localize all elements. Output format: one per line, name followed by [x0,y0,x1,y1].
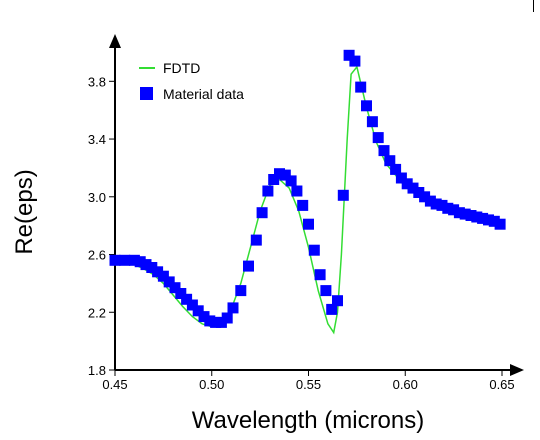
material-data-point [308,244,320,256]
material-data-point [320,285,332,297]
material-data-point [243,260,254,272]
plot-area [109,49,506,335]
material-data-point [366,116,378,128]
x-tick-label: 0.45 [102,377,127,392]
material-data-point [413,187,425,198]
material-data-point [128,254,140,266]
x-axis-title: Wavelength (microns) [192,407,425,434]
legend-fdtd-label: FDTD [163,60,200,76]
material-data-point [361,100,372,112]
series-fdtd-line [115,65,503,335]
y-tick-label: 2.2 [88,305,106,320]
material-data-point [343,49,355,61]
material-data-point [285,175,297,187]
material-data-point [140,259,152,271]
material-data-point [355,81,367,93]
material-data-point [337,189,349,201]
material-data-point [262,185,274,197]
material-data-point [419,191,431,203]
material-data-point [326,303,338,315]
material-data-point [401,178,413,190]
x-tick-label: 0.55 [296,377,321,392]
material-data-point [332,295,343,307]
y-tick-label: 3.8 [88,74,106,89]
material-data-point [488,215,500,227]
x-tick-label: 0.65 [489,377,514,392]
y-tick-label: 2.6 [88,248,106,263]
material-data-point [256,207,268,219]
material-data-point [297,199,309,211]
material-data-point [453,207,465,219]
material-data-point [465,210,477,221]
material-data-point [407,182,419,194]
material-data-point [314,269,326,281]
material-data-point [384,155,396,167]
material-data-point [210,316,222,328]
material-data-point [424,195,436,207]
material-data-point [198,311,210,323]
material-data-point [494,218,506,230]
ticks [109,80,503,376]
material-data-point [378,145,390,157]
legend-material-swatch [140,87,153,100]
material-data-point [442,202,454,214]
y-tick-label: 3.4 [88,132,106,147]
material-data-point [372,132,384,144]
material-data-point [279,169,291,181]
material-data-point [430,198,442,210]
x-tick-label: 0.60 [393,377,418,392]
material-data-point [204,315,216,327]
material-data-point [175,288,187,299]
material-data-point [109,254,121,266]
material-data-point [157,270,169,282]
material-data-point [221,312,233,324]
legend-material-label: Material data [163,86,244,102]
y-tick-label: 3.0 [88,190,106,205]
material-data-point [152,266,164,278]
y-axis-title: Re(eps) [11,169,38,254]
material-data-point [436,199,448,211]
material-data-point [483,214,494,226]
y-axis-arrow [109,34,121,48]
material-data-point [448,204,460,216]
material-data-point [471,211,483,223]
material-data-point [349,55,361,67]
y-tick-label: 1.8 [88,363,106,378]
material-data-point [303,218,314,230]
material-data-point [235,285,247,297]
legend: FDTD Material data [139,60,244,102]
material-data-point [477,212,489,224]
material-data-point [181,293,193,305]
x-axis-arrow [510,364,524,376]
material-data-point [268,174,280,185]
material-data-point [186,299,198,311]
material-data-point [146,262,158,273]
material-data-point [250,234,262,246]
material-data-point [395,172,407,184]
material-data-point [459,208,471,220]
material-data-point [192,305,204,317]
material-data-point [134,256,146,268]
material-data-point [291,185,303,197]
material-data-point [274,168,285,180]
material-data-point [227,302,239,314]
material-data-point [163,276,175,288]
material-data-point [390,163,402,175]
material-data-point [119,254,131,266]
x-tick-label: 0.50 [199,377,224,392]
material-data-point [169,282,181,294]
material-data-point [215,316,227,328]
axes [109,34,524,376]
tick-labels: 0.45 0.50 0.55 0.60 0.65 1.8 2.2 2.6 3.0 3.4 3.8 [88,74,515,392]
